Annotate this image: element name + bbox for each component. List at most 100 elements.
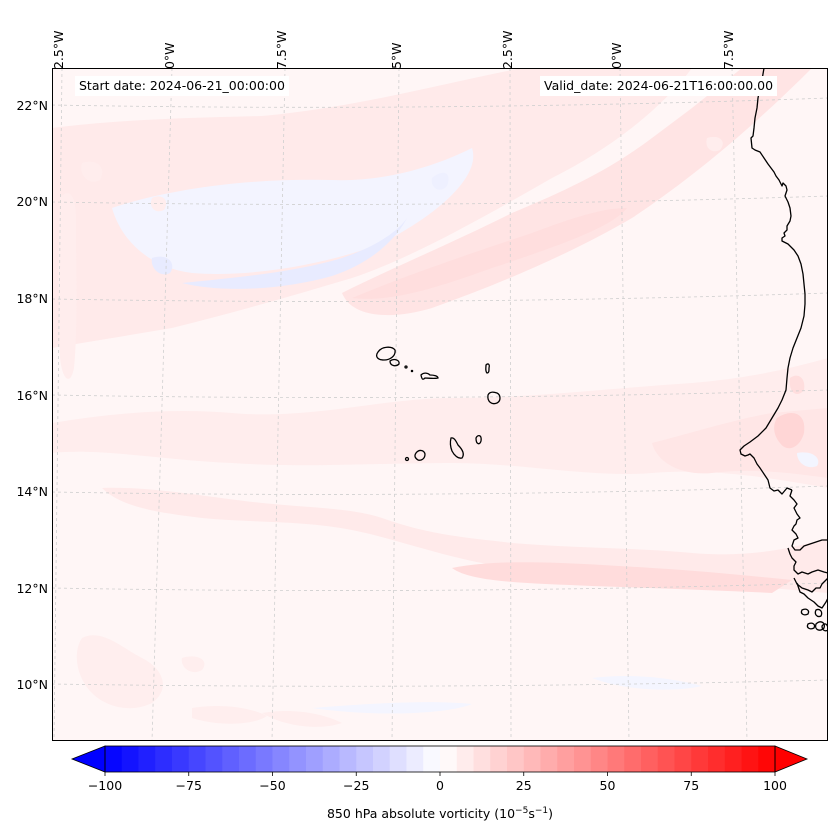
coastline-mauritania-senegal (739, 68, 806, 495)
gridline-lat (52, 195, 828, 205)
coastline (739, 68, 828, 632)
start-date-label: Start date: 2024-06-21_00:00:00 (75, 76, 289, 96)
contour-positive (76, 635, 163, 709)
colorbar-segment (691, 746, 709, 772)
contour-positive (81, 161, 103, 182)
colorbar-segment (373, 746, 391, 772)
colorbar-segment (674, 746, 692, 772)
colorbar-segment (272, 746, 290, 772)
colorbar-segment (222, 746, 240, 772)
island-bissagos (821, 623, 828, 632)
colorbar-segment (239, 746, 257, 772)
colorbar-label: 850 hPa absolute vorticity (10−5s−1) (0, 806, 837, 821)
gridline-lat (52, 679, 828, 687)
island-santiago (449, 437, 464, 459)
colorbar-segment (339, 746, 357, 772)
island-santa-luzia (404, 365, 408, 369)
colorbar-segment (641, 746, 659, 772)
contour-positive (181, 656, 205, 673)
colorbar-segment (389, 746, 407, 772)
island-bissagos (806, 622, 816, 630)
island-islet (410, 369, 414, 373)
colorbar-segment (423, 746, 441, 772)
colorbar-tick-label: 25 (515, 778, 532, 793)
colorbar-segment (105, 746, 123, 772)
colorbar-tick-label: 75 (683, 778, 700, 793)
contour-negative (592, 675, 702, 690)
colorbar-tick-label: 50 (599, 778, 616, 793)
colorbar-segment (490, 746, 508, 772)
colorbar-segment (289, 746, 307, 772)
colorbar-tick-label: −25 (343, 778, 370, 793)
island-bissagos (800, 608, 810, 616)
colorbar-ticks (104, 772, 776, 776)
coastline-guinea-bissau (793, 577, 828, 593)
lat-label: 18°N (16, 291, 48, 306)
colorbar-segment (590, 746, 608, 772)
cape-verde-islands (376, 346, 501, 462)
gridline-lat (52, 485, 828, 495)
colorbar-segment (138, 746, 156, 772)
lat-label: 10°N (16, 677, 48, 692)
island-santo-antao (376, 346, 396, 361)
colorbar-tick-label: 0 (436, 778, 444, 793)
colorbar-tick-label: −75 (175, 778, 202, 793)
colorbar-segment (758, 746, 776, 772)
lat-label: 16°N (16, 388, 48, 403)
island-brava (404, 456, 410, 462)
gridline-lon (509, 68, 512, 741)
colorbar-segment (557, 746, 575, 772)
gridline-lon (391, 68, 400, 741)
island-sao-nicolau (420, 372, 439, 380)
lat-label: 12°N (16, 581, 48, 596)
colorbar-units: (10−5s−1) (494, 806, 554, 822)
contour-negative (312, 702, 472, 714)
gridline-lon (619, 68, 630, 741)
gridline-lon (151, 68, 173, 741)
vorticity-contours (52, 68, 828, 727)
contour-positive (192, 705, 267, 724)
colorbar-extend-max (774, 745, 809, 773)
colorbar-segments (105, 746, 776, 772)
contour-positive (262, 711, 342, 727)
gridline-lat (52, 582, 828, 591)
contour-positive (58, 193, 77, 379)
gridline-lon (53, 68, 63, 741)
colorbar-segment (121, 746, 139, 772)
contour-positive (150, 196, 167, 212)
colorbar-segment (523, 746, 541, 772)
colorbar-segment (205, 746, 223, 772)
map-frame (52, 68, 828, 741)
colorbar-segment (188, 746, 206, 772)
gridline-lat (52, 389, 828, 398)
lat-label: 14°N (16, 484, 48, 499)
island-boa-vista (487, 391, 501, 405)
contour-negative (182, 218, 407, 289)
colorbar-segment (155, 746, 173, 772)
island-sal (485, 363, 490, 374)
colorbar-segment (624, 746, 642, 772)
gridline-lon (731, 68, 748, 741)
colorbar-segment (322, 746, 340, 772)
contour-negative (431, 172, 449, 190)
colorbar-segment (724, 746, 742, 772)
lat-label: 22°N (16, 98, 48, 113)
colorbar-segment (255, 746, 273, 772)
lat-label: 20°N (16, 194, 48, 209)
colorbar-segment (574, 746, 592, 772)
colorbar-segment (607, 746, 625, 772)
colorbar-segment (657, 746, 675, 772)
contour-positive (102, 487, 828, 593)
colorbar (70, 745, 809, 776)
island-bissagos (814, 621, 826, 631)
colorbar-segment (507, 746, 525, 772)
contour-positive (789, 375, 805, 394)
colorbar-segment (306, 746, 324, 772)
colorbar-extend-min (70, 745, 106, 773)
colorbar-tick-label: 100 (763, 778, 787, 793)
gridline-lat (52, 292, 828, 302)
contour-negative (797, 452, 819, 468)
graticule (52, 68, 828, 741)
gridline-lat (52, 97, 828, 108)
